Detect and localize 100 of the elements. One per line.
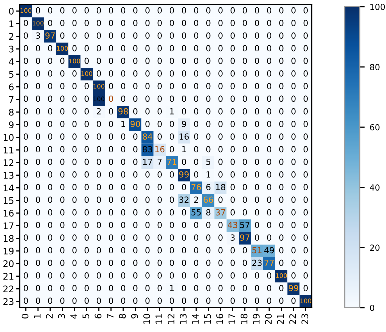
data-label: 1 [122, 121, 126, 128]
data-label: 0 [170, 222, 174, 228]
data-label: 0 [230, 58, 236, 64]
data-label: 0 [48, 108, 53, 115]
data-label: 0 [279, 20, 284, 26]
data-label: 0 [304, 172, 308, 178]
data-label: 0 [146, 58, 150, 64]
data-label: 0 [292, 196, 296, 204]
data-label: 0 [48, 20, 53, 26]
data-label: 55 [192, 210, 201, 216]
data-label: 0 [255, 121, 260, 128]
data-label: 0 [279, 247, 284, 254]
color-bar-label: 0 [370, 304, 374, 312]
data-label: 0 [109, 20, 114, 26]
data-label: 0 [267, 45, 272, 52]
data-label: 0 [84, 172, 90, 178]
y-tick-label: 20 [4, 260, 14, 268]
data-label: 1 [170, 285, 174, 292]
data-label: 0 [206, 32, 211, 39]
data-label: 0 [218, 32, 223, 39]
data-label: 0 [133, 234, 138, 241]
data-label: 0 [170, 184, 174, 190]
data-label: 0 [304, 134, 308, 140]
data-label: 0 [24, 32, 28, 39]
data-label: 0 [72, 272, 77, 279]
data-label: 0 [230, 70, 236, 77]
data-label: 0 [72, 32, 77, 39]
data-label: 0 [72, 234, 77, 241]
data-label: 0 [170, 134, 174, 140]
data-label: 0 [48, 234, 53, 241]
data-label: 0 [292, 172, 296, 178]
data-label: 0 [96, 234, 102, 241]
y-tick-label: 14 [4, 184, 14, 192]
data-label: 0 [170, 234, 174, 241]
data-label: 0 [230, 196, 236, 204]
data-label: 66 [204, 196, 214, 204]
x-tick-label: 21 [277, 314, 284, 324]
data-label: 0 [133, 272, 138, 279]
data-label: 0 [158, 285, 162, 292]
data-label: 0 [48, 83, 53, 90]
data-label: 0 [230, 298, 236, 304]
data-label: 0 [218, 260, 223, 266]
data-label: 0 [84, 96, 90, 102]
data-label: 0 [218, 96, 223, 102]
data-label: 49 [264, 247, 274, 254]
data-label: 0 [218, 146, 223, 153]
data-label: 0 [242, 58, 248, 64]
data-label: 0 [60, 247, 65, 254]
data-label: 0 [267, 172, 272, 178]
data-label: 0 [194, 108, 199, 115]
data-label: 97 [240, 234, 250, 241]
data-label: 0 [242, 108, 248, 115]
data-label: 0 [304, 196, 308, 204]
data-label: 0 [255, 108, 260, 115]
data-label: 0 [96, 20, 102, 26]
data-label: 0 [146, 83, 150, 90]
data-label: 0 [242, 184, 248, 190]
data-label: 0 [96, 285, 102, 292]
data-label: 0 [279, 70, 284, 77]
data-label: 0 [24, 285, 28, 292]
data-label: 16 [180, 134, 190, 140]
data-label: 0 [242, 32, 248, 39]
data-label: 0 [194, 121, 199, 128]
data-label: 0 [133, 196, 138, 204]
data-label: 0 [304, 222, 308, 228]
data-label: 0 [146, 108, 150, 115]
data-label: 32 [180, 196, 189, 204]
data-label: 0 [206, 45, 211, 52]
data-label: 0 [267, 196, 272, 204]
data-label: 0 [84, 298, 90, 304]
data-label: 0 [182, 96, 186, 102]
data-label: 0 [84, 222, 90, 228]
data-label: 0 [24, 121, 28, 128]
data-label: 0 [84, 272, 90, 279]
data-label: 0 [255, 184, 260, 190]
data-label: 0 [255, 134, 260, 140]
data-label: 0 [84, 7, 90, 14]
data-label: 0 [121, 83, 126, 90]
data-label: 0 [170, 83, 174, 90]
data-label: 0 [255, 222, 260, 228]
data-label: 0 [279, 196, 284, 204]
data-label: 0 [109, 96, 114, 102]
data-label: 0 [24, 298, 28, 304]
data-label: 0 [206, 260, 211, 266]
data-label: 0 [242, 83, 248, 90]
data-label: 0 [267, 121, 272, 128]
data-label: 0 [48, 196, 53, 204]
data-label: 0 [72, 196, 77, 204]
data-label: 0 [109, 70, 114, 77]
data-label: 0 [24, 146, 28, 153]
data-label: 0 [121, 260, 126, 266]
data-label: 0 [194, 222, 199, 228]
data-label: 0 [194, 45, 199, 52]
data-label: 0 [267, 70, 272, 77]
data-label: 0 [109, 247, 114, 254]
data-label: 0 [72, 134, 77, 140]
data-label: 0 [96, 158, 102, 166]
data-label: 0 [121, 146, 126, 153]
data-label: 0 [36, 222, 40, 228]
data-label: 0 [133, 83, 138, 90]
